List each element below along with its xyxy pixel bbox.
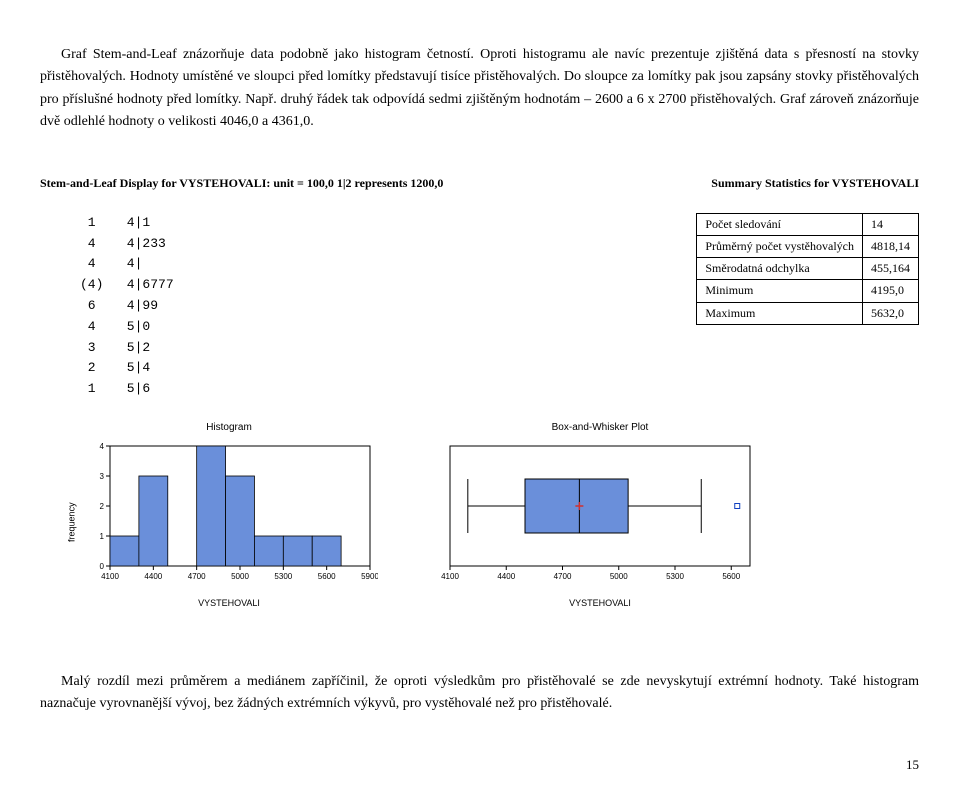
conclusion-paragraph: Malý rozdíl mezi průměrem a mediánem zap… xyxy=(40,671,919,716)
svg-text:5300: 5300 xyxy=(274,572,292,581)
summary-stats-table: Počet sledování14Průměrný počet vystěhov… xyxy=(696,213,919,325)
svg-text:4400: 4400 xyxy=(497,572,515,581)
stemleaf-heading: Stem-and-Leaf Display for VYSTEHOVALI: u… xyxy=(40,174,443,193)
table-cell: Průměrný počet vystěhovalých xyxy=(697,235,863,257)
svg-text:3: 3 xyxy=(100,472,105,481)
stemleaf-display: 1 4|1 4 4|233 4 4| (4) 4|6777 6 4|99 4 5… xyxy=(80,213,174,400)
svg-text:4100: 4100 xyxy=(101,572,119,581)
boxplot-title: Box-and-Whisker Plot xyxy=(438,420,762,436)
boxplot-svg: 4100 4400 4700 5000 5300 5600 xyxy=(438,440,762,584)
page-number: 15 xyxy=(40,755,919,776)
histogram-xlabel: VYSTEHOVALI xyxy=(80,596,378,610)
svg-text:5300: 5300 xyxy=(666,572,684,581)
svg-text:4100: 4100 xyxy=(441,572,459,581)
table-row: Průměrný počet vystěhovalých4818,14 xyxy=(697,235,919,257)
histogram-chart: Histogram frequency 01234410044004700500… xyxy=(80,420,378,611)
table-cell: 4195,0 xyxy=(863,280,919,302)
table-cell: Směrodatná odchylka xyxy=(697,258,863,280)
svg-text:5900: 5900 xyxy=(361,572,378,581)
svg-text:5000: 5000 xyxy=(231,572,249,581)
table-cell: Počet sledování xyxy=(697,213,863,235)
svg-text:0: 0 xyxy=(100,562,105,571)
svg-text:2: 2 xyxy=(100,502,105,511)
histogram-title: Histogram xyxy=(80,420,378,436)
table-row: Maximum5632,0 xyxy=(697,302,919,324)
table-row: Minimum4195,0 xyxy=(697,280,919,302)
stats-heading: Summary Statistics for VYSTEHOVALI xyxy=(711,174,919,193)
svg-text:1: 1 xyxy=(100,532,105,541)
table-cell: Maximum xyxy=(697,302,863,324)
histogram-svg: 0 1 2 3 4 4100 4400 4700 5000 5300 5600 5900 xyxy=(80,440,378,584)
table-row: Směrodatná odchylka455,164 xyxy=(697,258,919,280)
table-cell: 455,164 xyxy=(863,258,919,280)
svg-text:4: 4 xyxy=(100,442,105,451)
table-cell: 5632,0 xyxy=(863,302,919,324)
svg-text:5000: 5000 xyxy=(610,572,628,581)
intro-paragraph: Graf Stem-and-Leaf znázorňuje data podob… xyxy=(40,44,919,134)
boxplot-chart: Box-and-Whisker Plot 4100 4400 4700 5000 530… xyxy=(438,420,762,611)
table-cell: Minimum xyxy=(697,280,863,302)
svg-text:4400: 4400 xyxy=(144,572,162,581)
svg-text:5600: 5600 xyxy=(722,572,740,581)
table-row: Počet sledování14 xyxy=(697,213,919,235)
table-cell: 4818,14 xyxy=(863,235,919,257)
boxplot-xlabel: VYSTEHOVALI xyxy=(438,596,762,610)
table-cell: 14 xyxy=(863,213,919,235)
svg-text:4700: 4700 xyxy=(188,572,206,581)
svg-text:5600: 5600 xyxy=(318,572,336,581)
histogram-ylabel: frequency xyxy=(65,503,79,543)
svg-text:4700: 4700 xyxy=(554,572,572,581)
